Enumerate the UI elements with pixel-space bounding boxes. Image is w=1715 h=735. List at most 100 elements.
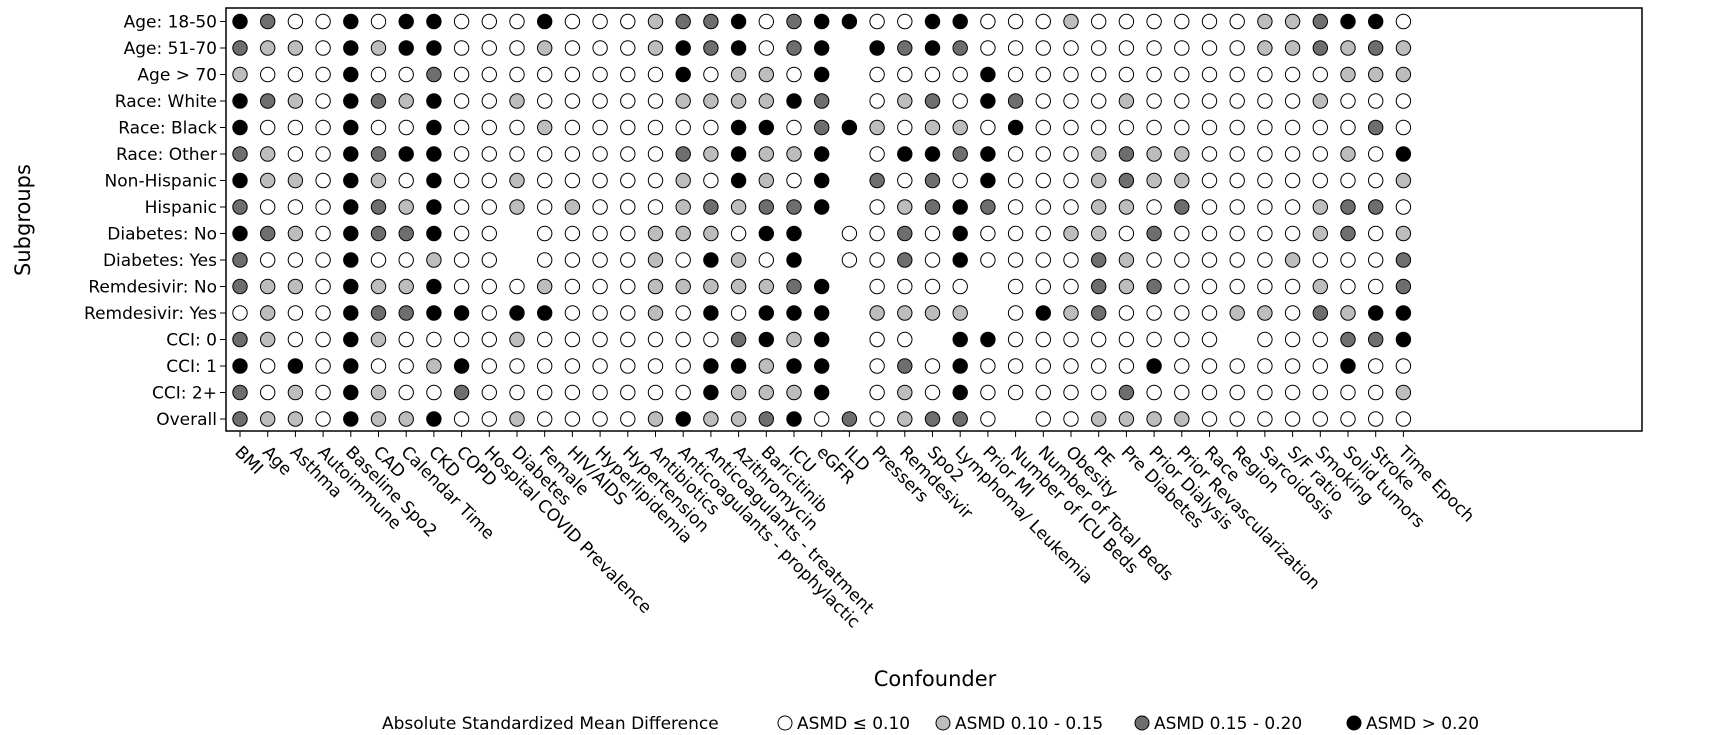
data-point — [1257, 40, 1273, 56]
data-point — [786, 93, 802, 109]
data-point — [1229, 119, 1245, 136]
data-point — [453, 172, 470, 189]
data-point — [1395, 199, 1412, 215]
data-point — [1063, 331, 1079, 348]
data-point — [897, 358, 913, 374]
data-point — [453, 93, 470, 109]
data-point — [1368, 146, 1384, 162]
data-point — [647, 119, 664, 136]
data-point — [897, 331, 913, 348]
data-point — [564, 384, 581, 401]
data-point — [1201, 384, 1218, 401]
data-point — [453, 119, 470, 136]
data-point — [675, 66, 691, 83]
data-point — [592, 358, 608, 374]
data-point — [260, 305, 276, 321]
y-tick-label: Overall — [156, 410, 217, 430]
data-point — [1368, 225, 1384, 242]
data-point — [1368, 384, 1384, 401]
data-point — [897, 66, 913, 83]
data-point — [1174, 40, 1190, 56]
data-point — [1312, 93, 1329, 109]
legend-title: Absolute Standardized Mean Difference — [382, 714, 719, 734]
data-point — [1063, 199, 1079, 215]
data-point — [841, 13, 858, 30]
data-point — [481, 358, 497, 374]
data-point — [1201, 172, 1218, 189]
data-point — [370, 66, 387, 83]
data-point — [897, 252, 913, 268]
data-point — [1257, 199, 1273, 215]
data-point — [647, 305, 664, 321]
data-point — [426, 252, 442, 268]
data-point — [758, 252, 774, 268]
data-point — [1118, 146, 1135, 162]
data-point — [1395, 384, 1412, 401]
data-point — [675, 305, 691, 321]
data-point — [952, 199, 968, 215]
data-point — [564, 411, 581, 427]
x-tick-label: Age — [258, 442, 295, 479]
data-point — [287, 146, 304, 162]
data-point — [1091, 384, 1107, 401]
data-point — [952, 305, 968, 321]
data-point — [1340, 358, 1356, 374]
data-point — [481, 119, 497, 136]
data-point — [814, 358, 830, 374]
data-point — [869, 13, 885, 30]
data-point — [260, 358, 276, 374]
data-point — [1368, 40, 1384, 56]
data-point — [1146, 331, 1162, 348]
data-point — [287, 13, 304, 30]
data-point — [814, 305, 830, 321]
data-point — [453, 358, 470, 374]
data-point — [647, 66, 664, 83]
data-point — [814, 278, 830, 295]
data-point — [453, 146, 470, 162]
data-point — [647, 40, 664, 56]
data-point — [786, 278, 802, 295]
data-point — [509, 119, 525, 136]
data-point — [315, 66, 331, 83]
data-point — [1174, 199, 1190, 215]
data-point — [232, 358, 248, 374]
data-point — [1395, 411, 1412, 427]
data-point — [481, 93, 497, 109]
data-point — [1118, 172, 1135, 189]
data-point — [814, 146, 830, 162]
data-point — [1174, 172, 1190, 189]
data-point — [897, 119, 913, 136]
data-point — [315, 146, 331, 162]
data-point — [564, 119, 581, 136]
data-point — [1174, 305, 1190, 321]
data-point — [1118, 384, 1135, 401]
data-point — [370, 172, 387, 189]
data-point — [481, 278, 497, 295]
data-point — [1340, 384, 1356, 401]
data-point — [1229, 225, 1245, 242]
y-tick-label: Remdesivir: Yes — [84, 304, 217, 324]
data-point — [1340, 331, 1356, 348]
data-point — [1146, 358, 1162, 374]
data-point — [1284, 252, 1301, 268]
data-point — [952, 119, 968, 136]
data-point — [453, 411, 470, 427]
data-point — [1146, 146, 1162, 162]
data-point — [1091, 305, 1107, 321]
data-point — [370, 40, 387, 56]
data-point — [453, 252, 470, 268]
data-point — [1063, 305, 1079, 321]
data-point — [869, 278, 885, 295]
data-point — [730, 199, 747, 215]
data-point — [620, 225, 636, 242]
data-point — [537, 119, 553, 136]
data-point — [1007, 146, 1024, 162]
data-point — [952, 40, 968, 56]
data-point — [287, 278, 304, 295]
data-point — [1146, 13, 1162, 30]
data-point — [343, 93, 359, 109]
data-point — [481, 331, 497, 348]
data-point — [1395, 93, 1412, 109]
data-point — [1312, 411, 1329, 427]
data-point — [260, 13, 276, 30]
